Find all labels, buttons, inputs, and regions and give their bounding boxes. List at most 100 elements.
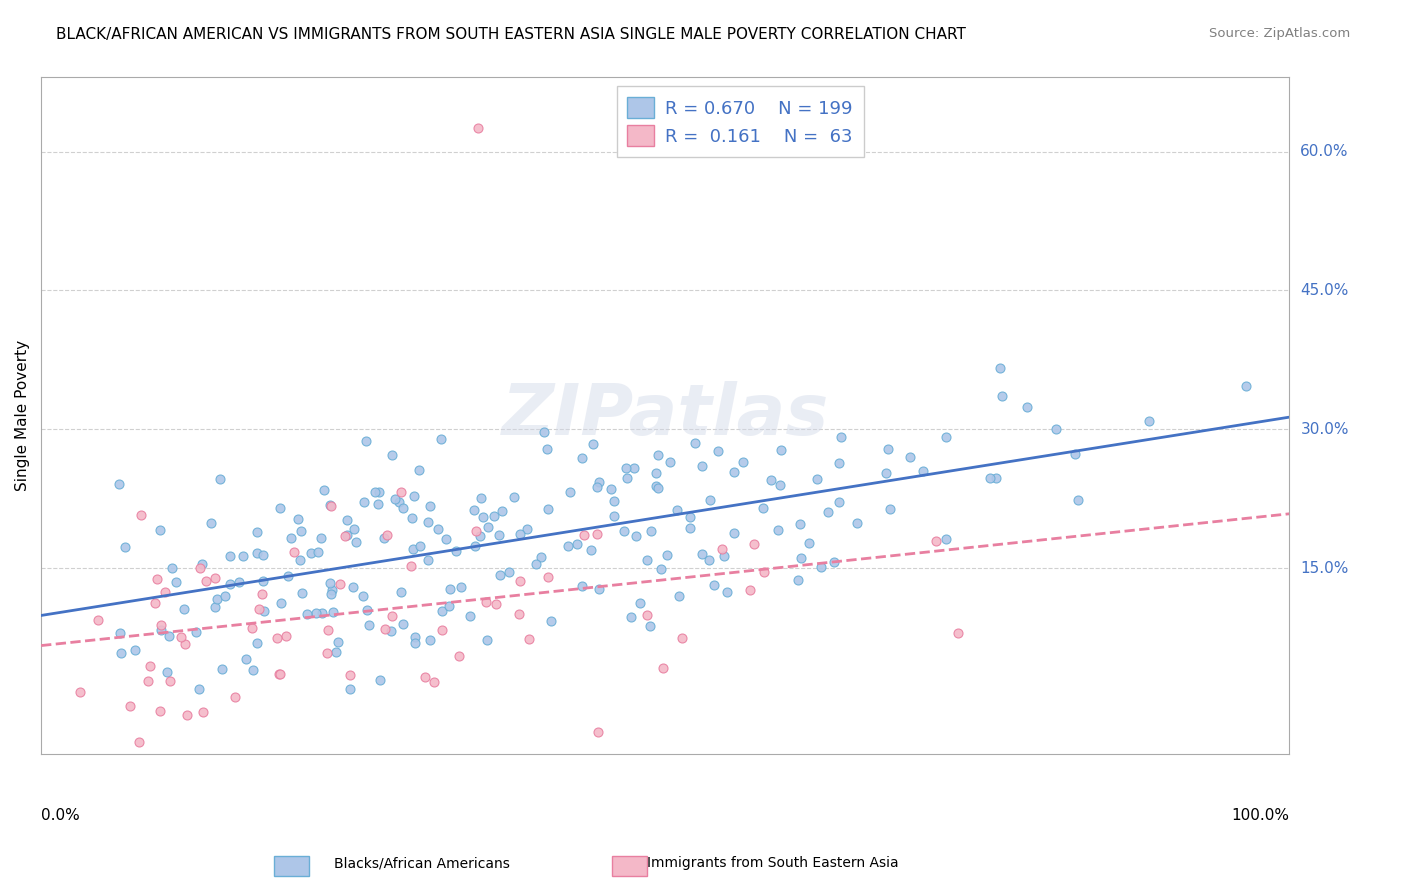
Point: [488, 528, 510, 542]
Point: [159, 673, 181, 688]
Point: [269, 667, 291, 681]
Legend: R = 0.670    N = 199, R =  0.161    N =  63: R = 0.670 N = 199, R = 0.161 N = 63: [616, 87, 863, 157]
Point: [935, 430, 957, 444]
Point: [460, 609, 482, 624]
Point: [246, 545, 269, 559]
Point: [789, 517, 811, 532]
Point: [149, 704, 172, 718]
Point: [374, 622, 396, 636]
Point: [571, 450, 593, 465]
Point: [1015, 400, 1038, 414]
Point: [752, 565, 775, 579]
Point: [176, 708, 198, 723]
Point: [432, 604, 454, 618]
Point: [353, 495, 375, 509]
Point: [651, 661, 673, 675]
Point: [537, 502, 560, 516]
Point: [723, 465, 745, 479]
Point: [477, 520, 499, 534]
Point: [110, 646, 132, 660]
Text: 0.0%: 0.0%: [41, 807, 80, 822]
Point: [228, 575, 250, 590]
Point: [295, 607, 318, 621]
Point: [87, 613, 110, 627]
Point: [991, 389, 1014, 403]
Point: [463, 502, 485, 516]
Point: [759, 473, 782, 487]
Point: [200, 516, 222, 531]
Point: [359, 618, 381, 632]
Point: [269, 501, 291, 516]
Point: [287, 512, 309, 526]
Point: [845, 516, 868, 530]
Point: [620, 609, 643, 624]
Point: [565, 537, 588, 551]
Point: [319, 587, 342, 601]
Point: [789, 550, 811, 565]
Point: [586, 480, 609, 494]
Point: [342, 580, 364, 594]
Point: [128, 734, 150, 748]
Point: [571, 579, 593, 593]
Point: [716, 585, 738, 599]
Point: [381, 448, 404, 462]
Point: [503, 490, 526, 504]
Point: [1234, 379, 1257, 393]
Point: [624, 529, 647, 543]
Point: [311, 606, 333, 620]
Point: [671, 631, 693, 645]
Point: [488, 567, 510, 582]
Point: [540, 614, 562, 628]
Point: [450, 580, 472, 594]
Point: [769, 443, 792, 458]
Point: [485, 598, 508, 612]
Point: [402, 489, 425, 503]
Point: [388, 495, 411, 509]
Point: [912, 464, 935, 478]
Point: [769, 478, 792, 492]
Point: [946, 626, 969, 640]
Point: [828, 456, 851, 470]
Point: [766, 523, 789, 537]
Point: [636, 607, 658, 622]
Point: [810, 559, 832, 574]
Point: [186, 624, 208, 639]
Point: [277, 569, 299, 583]
Point: [644, 466, 666, 480]
Point: [352, 589, 374, 603]
Point: [162, 560, 184, 574]
Point: [380, 624, 402, 638]
Point: [699, 493, 721, 508]
Point: [640, 524, 662, 538]
Point: [600, 483, 623, 497]
Point: [339, 681, 361, 696]
Point: [683, 435, 706, 450]
Point: [219, 577, 242, 591]
Point: [464, 539, 486, 553]
Point: [219, 549, 242, 563]
Point: [1064, 447, 1087, 461]
Point: [582, 437, 605, 451]
Point: [319, 498, 342, 512]
Point: [703, 577, 725, 591]
Point: [679, 520, 702, 534]
Point: [246, 635, 269, 649]
Point: [235, 652, 257, 666]
Point: [392, 617, 415, 632]
Point: [156, 665, 179, 679]
Point: [381, 609, 404, 624]
Point: [242, 663, 264, 677]
Point: [316, 623, 339, 637]
Point: [274, 629, 297, 643]
Point: [877, 442, 900, 457]
Point: [267, 667, 290, 681]
Point: [828, 495, 851, 509]
Point: [467, 121, 489, 136]
Point: [364, 484, 387, 499]
Point: [139, 659, 162, 673]
Point: [475, 595, 498, 609]
Point: [188, 681, 211, 696]
Point: [165, 575, 187, 590]
Point: [697, 552, 720, 566]
Point: [367, 485, 389, 500]
